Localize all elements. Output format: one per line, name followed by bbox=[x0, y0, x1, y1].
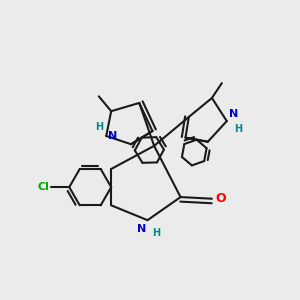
Text: O: O bbox=[215, 192, 226, 205]
Text: N: N bbox=[137, 224, 147, 234]
Text: H: H bbox=[95, 122, 103, 132]
Text: N: N bbox=[108, 131, 117, 141]
Text: H: H bbox=[234, 124, 242, 134]
Text: Cl: Cl bbox=[38, 182, 50, 192]
Text: H: H bbox=[152, 228, 160, 239]
Text: N: N bbox=[229, 109, 239, 118]
